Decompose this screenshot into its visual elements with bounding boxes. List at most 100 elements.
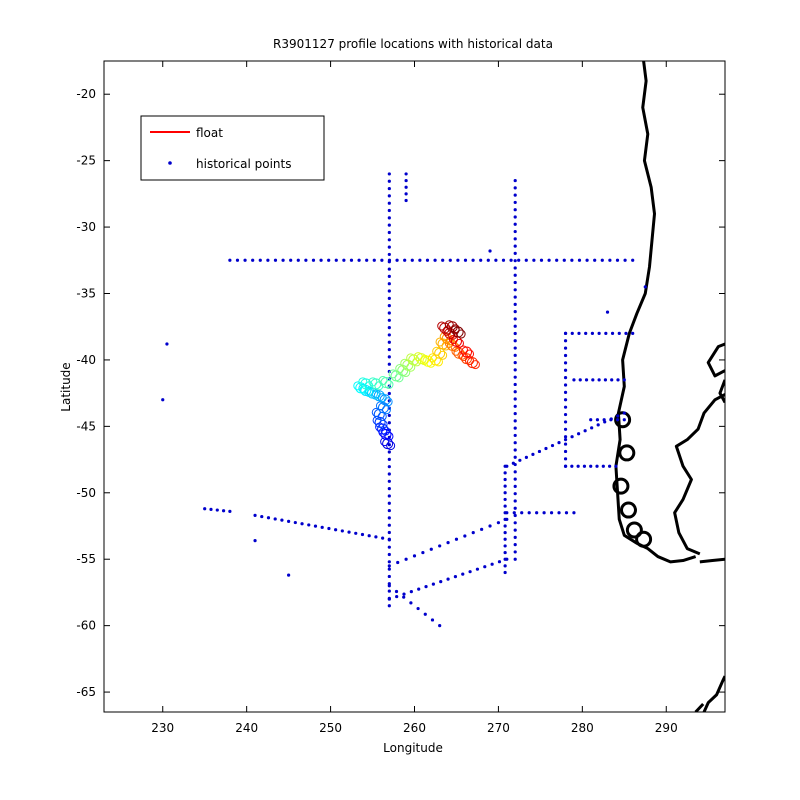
historical-point bbox=[296, 258, 300, 262]
historical-point bbox=[557, 511, 561, 515]
historical-point bbox=[572, 378, 576, 382]
historical-point bbox=[497, 560, 502, 564]
historical-point bbox=[595, 418, 600, 422]
historical-point bbox=[387, 179, 391, 183]
historical-point bbox=[563, 464, 568, 468]
historical-point bbox=[513, 513, 517, 518]
historical-point bbox=[387, 289, 391, 293]
historical-point bbox=[563, 346, 568, 350]
historical-point bbox=[395, 594, 399, 599]
historical-point bbox=[387, 186, 391, 191]
historical-point bbox=[513, 193, 517, 197]
historical-point bbox=[253, 539, 257, 543]
historical-point bbox=[570, 435, 574, 439]
historical-point bbox=[387, 347, 391, 352]
historical-point bbox=[503, 477, 507, 482]
historical-point bbox=[513, 302, 517, 306]
historical-point bbox=[513, 273, 517, 277]
historical-point bbox=[610, 378, 614, 382]
historical-point bbox=[550, 443, 555, 448]
historical-point bbox=[505, 557, 509, 561]
historical-point bbox=[372, 258, 376, 262]
float-profile-point-echo bbox=[427, 353, 437, 363]
historical-point bbox=[616, 414, 620, 418]
float-profile-point-echo bbox=[400, 358, 410, 368]
historical-point bbox=[471, 531, 475, 535]
historical-point bbox=[563, 438, 568, 442]
legend-box bbox=[140, 115, 325, 181]
historical-point bbox=[513, 339, 517, 343]
historical-point bbox=[387, 318, 391, 322]
historical-point bbox=[544, 446, 548, 451]
historical-point bbox=[461, 572, 465, 576]
historical-point bbox=[496, 521, 501, 525]
historical-point bbox=[387, 252, 391, 257]
y-tick-label: -40 bbox=[76, 353, 96, 367]
historical-point bbox=[293, 520, 297, 525]
historical-point bbox=[387, 487, 391, 491]
historical-point bbox=[421, 550, 425, 555]
historical-point bbox=[243, 258, 247, 262]
historical-point bbox=[557, 440, 561, 445]
historical-point bbox=[430, 618, 435, 622]
x-tick-label: 250 bbox=[319, 721, 342, 735]
historical-point bbox=[387, 333, 391, 337]
y-axis-label: Latitude bbox=[59, 362, 73, 411]
historical-point bbox=[549, 511, 554, 515]
historical-point bbox=[513, 426, 517, 430]
historical-point bbox=[577, 432, 581, 436]
historical-point bbox=[563, 412, 568, 417]
historical-point bbox=[631, 258, 635, 262]
historical-point bbox=[513, 543, 517, 547]
historical-point bbox=[488, 249, 492, 253]
historical-point bbox=[387, 282, 391, 286]
historical-point bbox=[387, 472, 391, 476]
historical-point bbox=[582, 464, 587, 468]
historical-point bbox=[349, 258, 354, 262]
historical-point bbox=[354, 531, 358, 535]
historical-point bbox=[327, 526, 331, 531]
historical-point bbox=[513, 215, 517, 219]
historical-point bbox=[503, 504, 507, 508]
historical-point bbox=[387, 494, 391, 498]
historical-point bbox=[203, 507, 207, 511]
historical-point bbox=[260, 514, 264, 519]
historical-point bbox=[563, 398, 568, 402]
historical-point bbox=[513, 200, 517, 205]
historical-point bbox=[365, 258, 369, 262]
historical-point bbox=[593, 258, 597, 262]
historical-point bbox=[563, 361, 568, 365]
historical-point bbox=[273, 517, 277, 521]
historical-point bbox=[608, 258, 612, 262]
legend: float historical points bbox=[140, 115, 325, 181]
historical-point bbox=[433, 258, 437, 262]
historical-point bbox=[307, 523, 311, 527]
historical-point bbox=[228, 258, 232, 262]
historical-point bbox=[438, 624, 442, 628]
historical-point bbox=[513, 506, 517, 510]
historical-point bbox=[387, 201, 391, 205]
historical-point bbox=[387, 326, 391, 330]
historical-point bbox=[583, 429, 587, 433]
historical-point bbox=[513, 295, 517, 299]
historical-point bbox=[537, 449, 542, 454]
historical-point bbox=[513, 448, 517, 452]
historical-point bbox=[577, 331, 581, 335]
coastline-detail bbox=[614, 411, 632, 429]
float-profile-point-echo bbox=[444, 320, 454, 330]
historical-point bbox=[387, 564, 391, 568]
historical-point bbox=[446, 541, 450, 545]
historical-point bbox=[563, 376, 568, 380]
historical-point bbox=[563, 331, 568, 335]
historical-point bbox=[409, 601, 413, 605]
coastline-segment bbox=[614, 61, 697, 564]
historical-point bbox=[486, 258, 490, 262]
historical-point bbox=[643, 285, 647, 289]
historical-point bbox=[513, 390, 517, 394]
historical-point bbox=[454, 537, 459, 541]
historical-point bbox=[513, 266, 517, 270]
historical-point bbox=[374, 535, 378, 539]
coastline-segment bbox=[706, 342, 725, 378]
historical-point bbox=[555, 258, 559, 262]
historical-point bbox=[402, 592, 406, 596]
